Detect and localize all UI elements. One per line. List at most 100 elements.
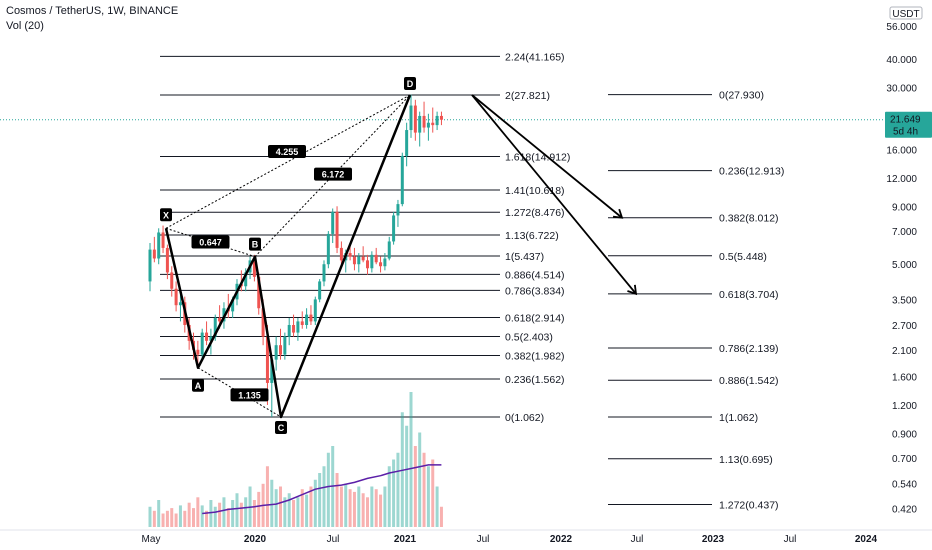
candle-body: [161, 232, 165, 248]
fib-extension-label: 1.13(6.722): [505, 230, 559, 242]
candle-body: [152, 249, 156, 259]
price-tick-label: 9.000: [892, 202, 917, 213]
candle-body: [205, 332, 209, 341]
volume-bar: [322, 466, 326, 527]
candle-body: [213, 317, 217, 337]
price-axis: 0.420 0.540 0.700 0.900 1.200 1.600 2.100 2.700…: [885, 6, 932, 515]
last-price-badge: [885, 111, 932, 138]
time-tick-label: Jul: [477, 534, 490, 545]
time-tick-label: 2024: [855, 534, 878, 545]
candle-body: [322, 264, 326, 282]
point-label: C: [278, 423, 285, 433]
fib-retracement-label: 1.13(0.695): [719, 454, 773, 466]
candle-body: [431, 122, 435, 126]
volume-bar: [335, 473, 339, 527]
fib-levels: 2.24(41.165)2(27.821)1.618(14.912)1.41(1…: [0, 51, 884, 512]
candle-body: [435, 115, 439, 126]
time-tick-label: 2023: [702, 534, 725, 545]
point-label: X: [163, 210, 169, 220]
volume-bar: [270, 479, 274, 527]
fib-extension-label: 0.618(2.914): [505, 312, 565, 324]
volume-bar: [152, 510, 156, 527]
candle-body: [422, 115, 426, 128]
candle-body: [370, 254, 374, 269]
harmonic-ratio-line: [254, 94, 411, 257]
price-tick-label: 0.900: [892, 429, 917, 440]
volume-bar: [178, 505, 182, 527]
candle-body: [348, 253, 352, 257]
volume-bar: [352, 491, 356, 527]
time-tick-label: 2022: [550, 534, 573, 545]
candle-body: [274, 345, 278, 360]
volume-bar: [218, 502, 222, 527]
fib-extension-label: 2.24(41.165): [505, 51, 565, 63]
price-tick-label: 5.000: [892, 260, 917, 271]
candle-body: [174, 288, 178, 306]
price-tick-label: 2.100: [892, 346, 917, 357]
candle-body: [366, 260, 369, 269]
volume-bar: [300, 489, 304, 527]
volume-bar: [148, 506, 152, 527]
ratio-badge: [314, 167, 352, 181]
candle-body: [309, 314, 313, 322]
point-label: D: [407, 79, 414, 89]
price-tick-label: 2.700: [892, 321, 917, 332]
candle-body: [383, 258, 387, 267]
candle-body: [178, 302, 182, 306]
candle-body: [270, 359, 274, 383]
volume-bar: [370, 486, 374, 527]
volume-bar: [405, 425, 409, 527]
price-tick-label: 3.500: [892, 295, 917, 306]
candle-body: [313, 299, 317, 322]
volume-bar: [252, 500, 256, 527]
volume-bar: [239, 502, 243, 527]
fib-extension-label: 0.382(1.982): [505, 350, 565, 362]
candle-body: [252, 260, 256, 277]
volume-bar: [409, 392, 413, 527]
price-tick-label: 16.000: [886, 146, 917, 157]
volume-bar: [357, 486, 361, 527]
volume-bar: [305, 494, 309, 527]
point-badge: [160, 208, 172, 222]
volume-bar: [174, 513, 178, 527]
time-tick-label: 2021: [394, 534, 417, 545]
price-tick-label: 40.000: [886, 55, 917, 66]
fib-retracement-label: 0.5(5.448): [719, 251, 767, 263]
price-tick-label: 0.540: [892, 480, 917, 491]
candle-body: [335, 211, 339, 248]
volume-bar: [435, 486, 439, 527]
ratio-badge: [230, 388, 269, 402]
volume-bar: [170, 508, 174, 527]
volume-bar: [422, 452, 426, 527]
symbol-title: Cosmos / TetherUS, 1W, BINANCE: [6, 5, 179, 17]
candle-body: [209, 336, 213, 341]
last-price-value: 21.649: [890, 115, 921, 126]
point-label: B: [252, 240, 259, 250]
harmonic-pattern: 0.647 1.135 4.255 6.172 X A B C D: [160, 77, 638, 434]
point-label: A: [195, 381, 202, 391]
price-tick-label: 1.200: [892, 401, 917, 412]
time-tick-label: Jul: [784, 534, 797, 545]
candle-body: [170, 272, 174, 289]
ratio-badge: [191, 235, 230, 249]
price-tick-label: 0.700: [892, 454, 917, 465]
time-tick-label: Jul: [631, 534, 644, 545]
fib-extension-label: 0.886(4.514): [505, 269, 565, 281]
candle-body: [283, 336, 287, 355]
volume-bar: [235, 493, 239, 527]
volume-bar: [274, 489, 278, 527]
volume-bar: [222, 497, 226, 527]
candle-body: [265, 336, 269, 383]
volume-bar: [379, 494, 383, 527]
candle-body: [326, 233, 330, 265]
volume-bar: [348, 489, 352, 527]
candle-body: [244, 272, 248, 287]
candle-body: [439, 115, 443, 120]
currency-tag: [889, 6, 923, 20]
fib-retracement-label: 0.236(12.913): [719, 166, 784, 178]
price-tick-label: 0.420: [892, 504, 917, 515]
candle-body: [331, 211, 335, 234]
volume-bar: [187, 502, 191, 527]
candle-body: [318, 281, 322, 300]
